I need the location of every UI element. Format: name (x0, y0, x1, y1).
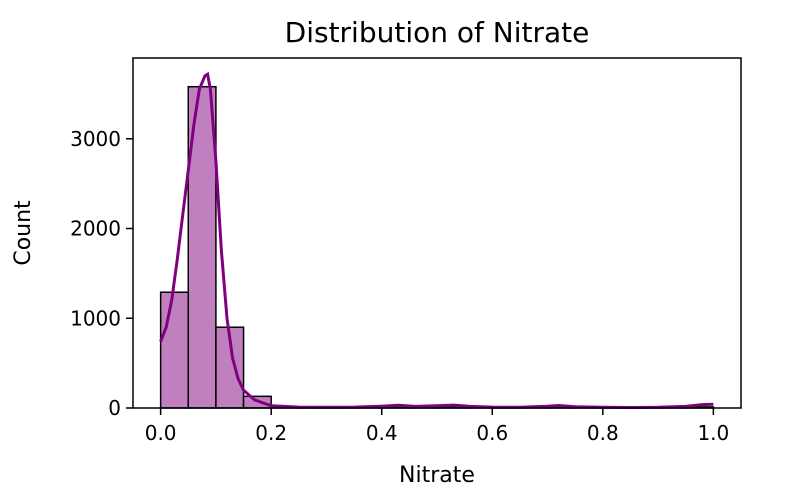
y-tick-label: 0 (108, 396, 121, 420)
x-axis-ticks: 0.0 0.2 0.4 0.6 0.8 1.0 (145, 408, 729, 445)
x-tick-label: 1.0 (697, 421, 729, 445)
x-tick-label: 0.6 (476, 421, 508, 445)
x-tick-label: 0.4 (366, 421, 398, 445)
y-tick-label: 1000 (70, 306, 121, 330)
histogram-bar-0 (159, 291, 190, 409)
y-tick-label: 2000 (70, 217, 121, 241)
kde-line (159, 71, 714, 410)
x-tick-label: 0.8 (587, 421, 619, 445)
x-tick-label: 0.0 (145, 421, 177, 445)
chart-title: Distribution of Nitrate (285, 16, 590, 49)
x-axis-label: Nitrate (399, 463, 475, 488)
bars-group (159, 85, 715, 409)
y-axis-ticks: 0 1000 2000 3000 (70, 127, 133, 420)
y-axis-label: Count (11, 200, 36, 266)
plot-area-frame (132, 57, 742, 409)
x-tick-label: 0.2 (255, 421, 287, 445)
y-tick-label: 3000 (70, 127, 121, 151)
